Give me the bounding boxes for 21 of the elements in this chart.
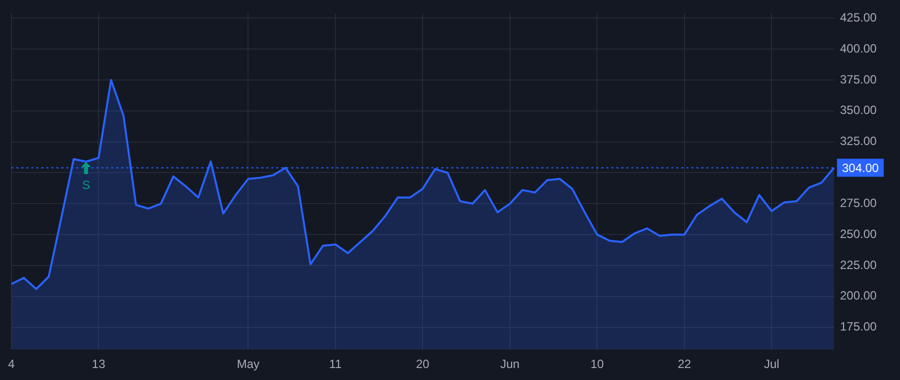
x-tick-label: May: [236, 357, 260, 372]
x-tick-label: 13: [92, 357, 106, 372]
y-tick-label: 425.00: [840, 10, 878, 24]
ref-line-label: 304.00: [842, 161, 880, 176]
x-tick-label: Jul: [764, 357, 780, 372]
y-tick-label: 225.00: [840, 258, 878, 272]
y-tick-label: 200.00: [840, 288, 878, 303]
y-tick-label: 325.00: [840, 134, 878, 148]
x-tick-label: 11: [329, 357, 342, 372]
annotation: S: [82, 178, 90, 192]
y-tick-label: 250.00: [840, 226, 878, 241]
x-tick-label: 22: [678, 357, 692, 372]
x-tick-label: 10: [590, 357, 604, 372]
y-tick-label: 350.00: [840, 103, 878, 118]
x-tick-label: 4: [8, 357, 15, 372]
y-tick-label: 275.00: [840, 196, 878, 210]
x-tick-label: 20: [416, 357, 430, 372]
y-tick-label: 400.00: [840, 41, 878, 56]
x-tick-label: Jun: [500, 357, 520, 372]
y-tick-label: 175.00: [840, 320, 878, 334]
y-tick-label: 375.00: [840, 72, 878, 86]
